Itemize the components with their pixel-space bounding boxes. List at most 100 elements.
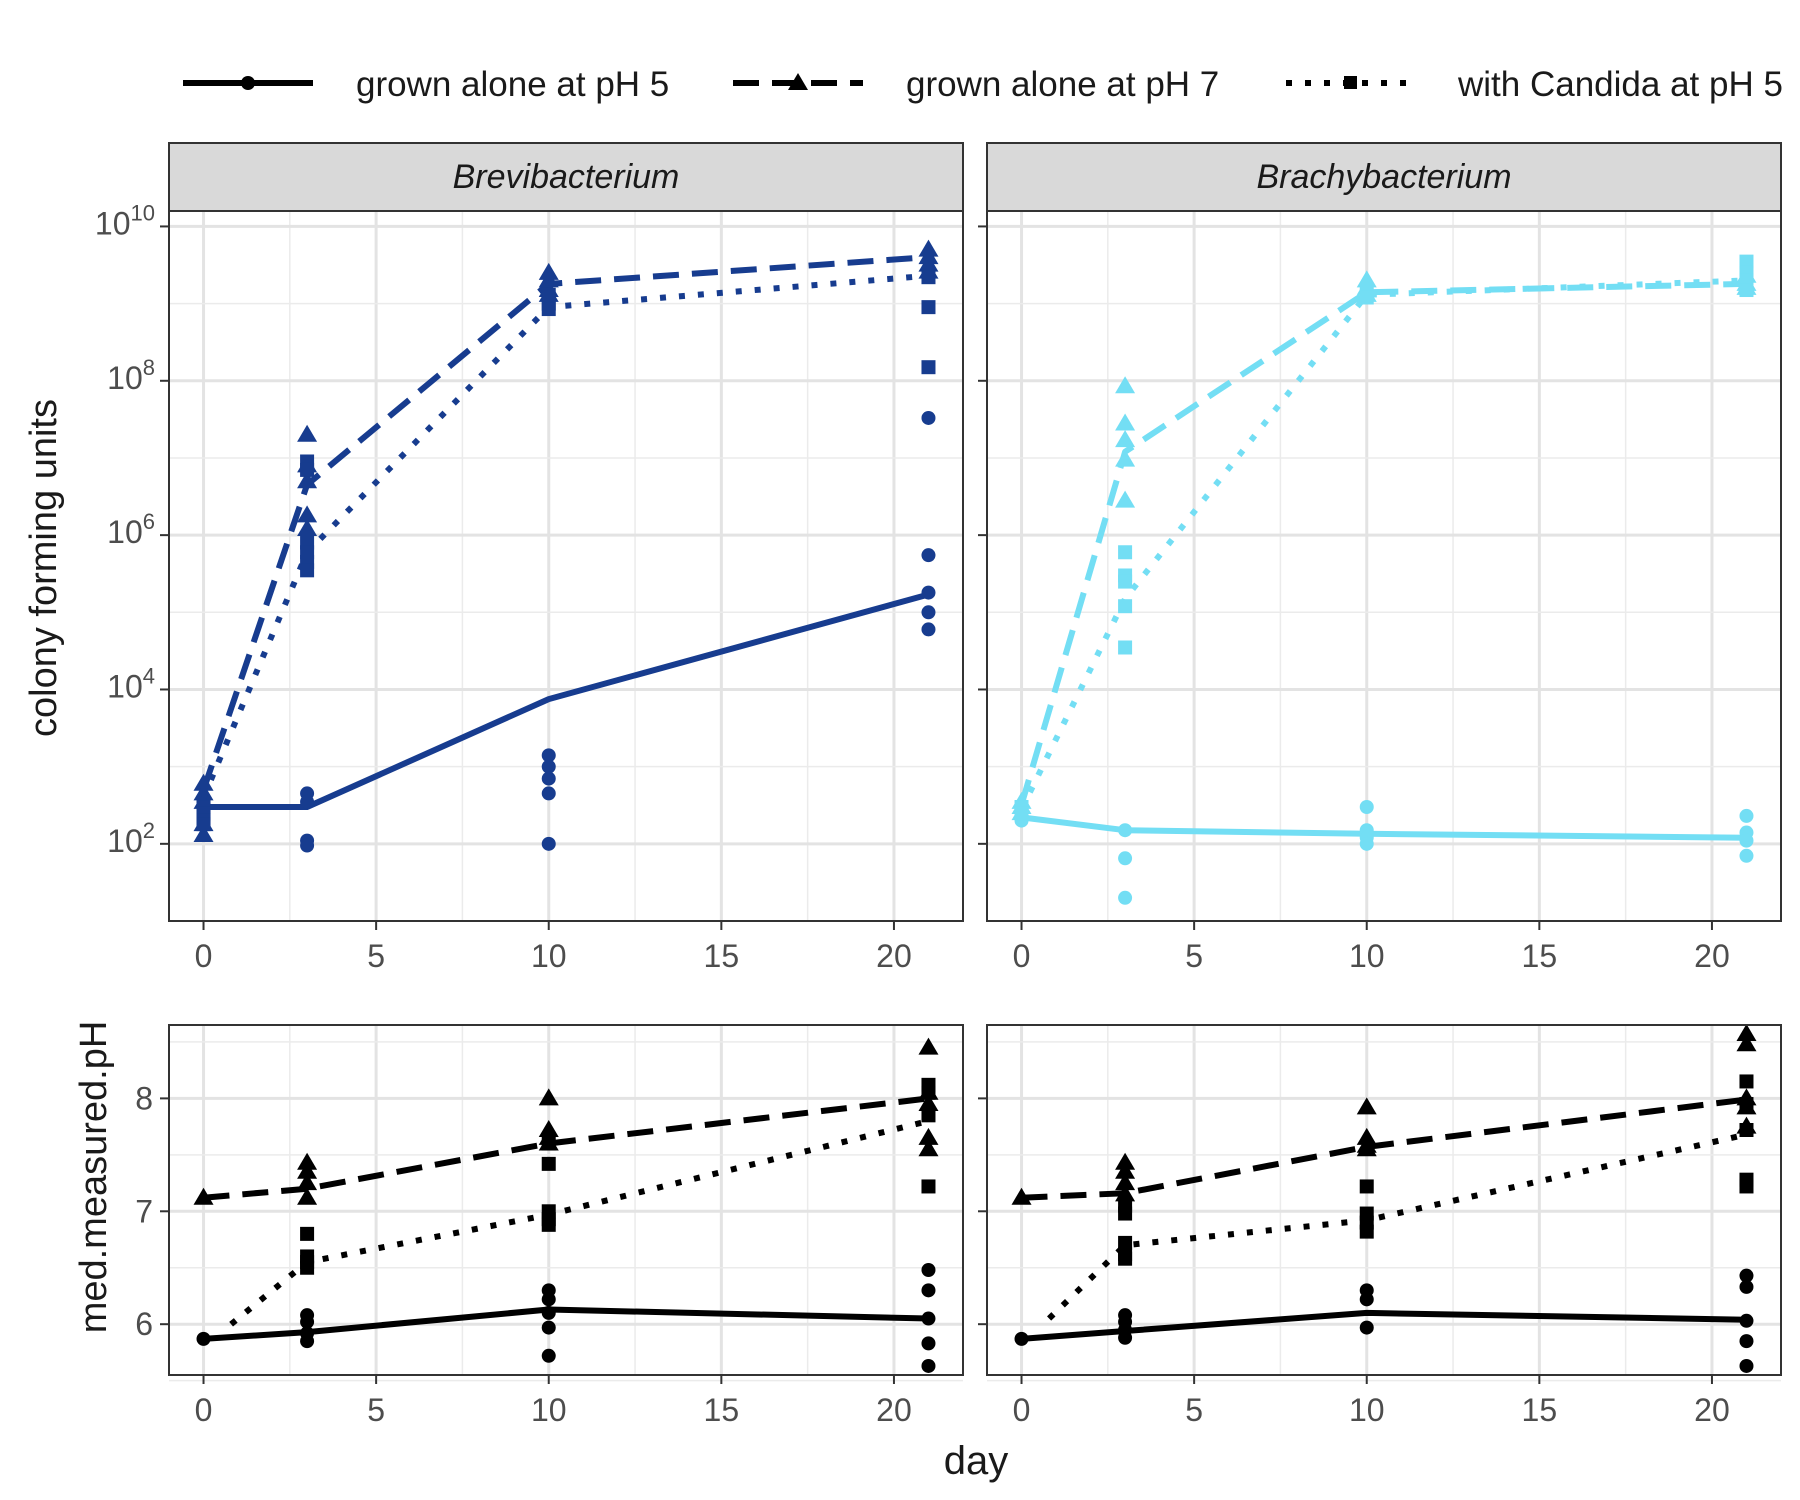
data-point-grown-alone-ph7 [297,519,318,537]
data-point-grown-alone-ph5 [541,836,556,851]
x-tick-label: 0 [1013,1392,1031,1428]
panel-ph-brevibacterium: 0 5 10 15 20 6 7 8 [135,1024,964,1428]
data-point-grown-alone-ph7 [1736,1024,1757,1042]
panel-border [986,210,1782,922]
x-tick-label: 15 [704,1392,740,1428]
series-grown-alone-ph7 [1011,1024,1757,1205]
x-tick-label: 20 [1694,1392,1730,1428]
data-point-grown-alone-ph7 [297,471,318,489]
x-tick-label: 5 [367,938,385,974]
y-axis [978,225,987,845]
data-point-grown-alone-ph7 [193,773,214,791]
data-point-with-candida-ph5 [1118,599,1133,614]
panel-border [168,1024,964,1376]
data-point-grown-alone-ph7 [1115,1152,1136,1170]
data-point-grown-alone-ph5 [1014,1331,1029,1346]
series-line-grown-alone-ph7 [1021,1096,1747,1201]
data-point-grown-alone-ph5 [1739,1334,1754,1349]
data-point-with-candida-ph5 [1739,254,1754,269]
data-point-grown-alone-ph5 [541,748,556,763]
data-point-grown-alone-ph5 [1739,1268,1754,1283]
data-point-with-candida-ph5 [300,1226,315,1241]
data-point-with-candida-ph5 [921,1179,936,1194]
panel-border [986,1024,1782,1376]
data-point-grown-alone-ph7 [1115,490,1136,508]
data-point-grown-alone-ph5 [300,1334,315,1349]
y-tick-label: 7 [135,1193,153,1229]
y-tick-label: 6 [135,1306,153,1342]
data-point-grown-alone-ph7 [297,424,318,442]
x-axis: 0 5 10 15 20 [1013,1375,1730,1428]
series-with-candida-ph5 [1047,1074,1754,1321]
data-point-grown-alone-ph5 [921,585,936,600]
data-point-with-candida-ph5 [1359,290,1374,305]
data-point-with-candida-ph5 [300,462,315,477]
panel-border [168,210,964,922]
data-point-grown-alone-ph7 [1356,1139,1377,1157]
data-point-with-candida-ph5 [1739,1123,1754,1137]
data-point-grown-alone-ph5 [1739,808,1754,823]
data-point-grown-alone-ph7 [1736,1034,1757,1052]
data-point-grown-alone-ph5 [921,605,936,620]
data-point-with-candida-ph5 [921,300,936,315]
data-point-with-candida-ph5 [1118,1206,1133,1221]
data-point-with-candida-ph5 [1739,1074,1754,1089]
x-axis-title: day [944,1439,1009,1483]
x-tick-label: 15 [1522,1392,1558,1428]
legend: grown alone at pH 5 grown alone at pH 7 … [183,65,1783,104]
series-line-grown-alone-ph7 [203,1095,929,1201]
data-point-with-candida-ph5 [541,1136,556,1151]
data-point-grown-alone-ph5 [1359,1320,1374,1335]
data-point-with-candida-ph5 [1118,1251,1133,1266]
data-point-grown-alone-ph7 [1115,376,1136,394]
data-point-grown-alone-ph5 [300,794,315,809]
x-tick-label: 0 [1013,938,1031,974]
data-point-grown-alone-ph7 [193,825,214,843]
panel-cfu-brachybacterium: 0 5 10 15 20 [978,210,1782,974]
data-point-with-candida-ph5 [921,1108,936,1123]
series-grown-alone-ph5 [196,1263,936,1373]
data-point-grown-alone-ph5 [1739,1313,1754,1328]
legend-label-grown-alone-ph5: grown alone at pH 5 [356,65,669,104]
data-point-grown-alone-ph7 [1115,1161,1136,1179]
data-point-grown-alone-ph7 [297,1173,318,1191]
data-point-with-candida-ph5 [1359,1224,1374,1239]
data-point-grown-alone-ph7 [1115,1184,1136,1202]
data-point-grown-alone-ph5 [1359,836,1374,851]
data-point-with-candida-ph5 [1739,1097,1754,1112]
x-tick-label: 5 [1185,1392,1203,1428]
series-line-grown-alone-ph5 [1021,814,1747,841]
data-point-grown-alone-ph5 [921,1263,936,1277]
data-point-grown-alone-ph7 [918,1037,939,1055]
data-point-with-candida-ph5 [1118,545,1133,560]
y-axis: 102 104 106 108 1010 [95,200,169,859]
data-point-with-candida-ph5 [541,1217,556,1232]
x-axis: 0 5 10 15 20 [195,921,912,974]
y-axis: 6 7 8 [135,1080,169,1342]
series-with-candida-ph5 [196,270,936,832]
legend-label-grown-alone-ph7: grown alone at pH 7 [906,65,1219,104]
data-point-with-candida-ph5 [1739,1179,1754,1194]
data-point-grown-alone-ph5 [541,1292,556,1307]
x-tick-label: 20 [876,938,912,974]
series-with-candida-ph5 [229,1077,936,1327]
data-point-grown-alone-ph7 [193,1187,214,1205]
y-tick-label: 1010 [95,200,155,241]
data-point-with-candida-ph5 [196,817,211,832]
data-point-grown-alone-ph5 [921,1283,936,1298]
y-tick-label: 108 [107,355,155,396]
data-point-grown-alone-ph5 [921,410,936,425]
x-axis: 0 5 10 15 20 [1013,921,1730,974]
y-tick-label: 106 [107,509,155,550]
strip-brevibacterium: Brevibacterium [168,142,964,212]
data-point-grown-alone-ph7 [538,270,559,288]
data-point-with-candida-ph5 [1118,640,1133,655]
data-point-grown-alone-ph5 [541,1320,556,1335]
data-point-grown-alone-ph7 [1115,1173,1136,1191]
x-tick-label: 5 [367,1392,385,1428]
data-point-grown-alone-ph7 [1011,1187,1032,1205]
data-point-grown-alone-ph5 [300,1314,315,1329]
series-line-grown-alone-ph5 [203,591,930,810]
y-axis-title-cfu: colony forming units [23,399,65,737]
data-point-grown-alone-ph7 [1356,1097,1377,1115]
